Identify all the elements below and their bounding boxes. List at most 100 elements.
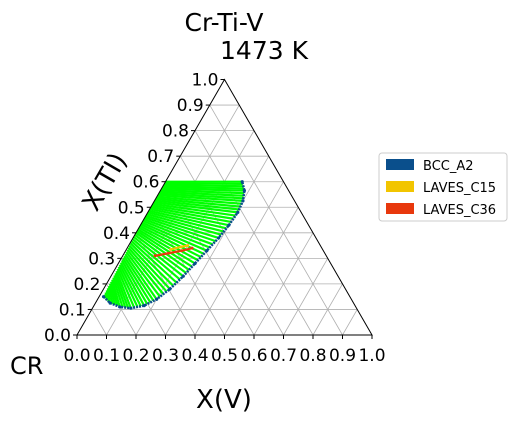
bcc-a2-point [242,189,247,193]
tie-line [162,185,244,190]
grid-line [165,155,270,336]
x-axis-label: X(V) [196,385,252,415]
legend-swatch-bcc-a2 [386,159,414,170]
tie-line [143,218,214,246]
bcc-a2-point [155,297,159,301]
tie-line [159,190,244,197]
tie-line [135,231,190,271]
laves-c36-point [180,249,184,253]
bcc-a2-point [227,223,231,227]
tie-line [129,242,175,287]
tie-line [148,209,227,230]
tie-line [112,277,124,308]
x-tick-label: 0.1 [93,346,120,366]
tie-line [144,216,216,243]
tie-line [116,268,136,308]
chart-subtitle: 1473 K [220,36,309,65]
bcc-a2-boundary [102,181,246,310]
tie-line [117,266,139,308]
tie-line [141,221,208,252]
tie-line [154,199,240,211]
tie-line [126,249,165,295]
x-tick-label: 0.7 [270,346,297,366]
legend-label-bcc-a2: BCC_A2 [423,159,474,174]
tie-line [153,201,238,214]
tie-line [139,225,202,259]
bcc-a2-point [142,304,146,308]
bcc-a2-point [108,301,112,305]
grid-line [91,309,107,336]
laves-c36-point [153,254,157,258]
tie-line [163,184,244,188]
grid-line [342,309,358,336]
y-tick-label: 0.3 [88,249,115,269]
tie-line [119,262,146,307]
tie-line [138,226,199,262]
y-tick-label: 0.6 [132,173,159,193]
x-tick-label: 0.6 [240,346,267,366]
x-axis-ticks: 0.0 0.1 0.2 0.3 0.4 0.5 0.6 0.7 0.8 0.9 1.0 [63,335,386,366]
corner-label-cr: CR [10,352,43,380]
legend: BCC_A2 LAVES_C15 LAVES_C36 [378,152,508,222]
legend-swatch-laves-c15 [386,181,414,192]
bcc-a2-point [168,287,172,291]
tie-line [124,253,158,300]
tie-line [160,189,245,195]
tie-line [120,259,149,305]
y-tick-label: 0.8 [162,122,189,142]
tie-line [142,219,211,249]
x-tick-label: 0.9 [329,346,356,366]
bcc-a2-point [236,210,240,214]
tie-line [161,187,245,192]
bcc-a2-point [241,199,245,203]
tie-line [158,192,244,200]
tie-line [133,236,184,278]
laves-c36-point [190,246,194,250]
y-tick-label: 0.4 [103,224,130,244]
laves-c15-point [179,245,183,249]
tie-line [130,240,178,284]
y-tick-label: 1.0 [191,71,218,91]
tie-line [150,206,232,224]
chart-title: Cr-Ti-V [185,8,264,37]
bcc-a2-point [240,180,244,184]
grid-line [194,130,314,336]
bcc-a2-point [217,236,221,240]
legend-swatch-laves-c36 [386,203,414,214]
tie-line [146,213,222,236]
tie-line [105,290,110,302]
bcc-a2-point [129,306,133,310]
tie-line [155,197,241,208]
tie-line [127,246,168,293]
tie-lines [103,180,245,309]
tie-line [123,255,155,302]
laves-c15-point [186,244,190,248]
bcc-a2-point [193,261,197,266]
legend-label-laves-c36: LAVES_C36 [423,203,496,218]
x-tick-label: 0.3 [152,346,179,366]
tie-line [115,270,132,309]
y-tick-label: 0.0 [44,326,71,346]
tie-line [151,204,234,220]
phase-curves [101,180,247,310]
grid-line [209,104,343,336]
tie-line [157,194,244,202]
tie-line [106,287,112,304]
tie-line [152,202,236,217]
bcc-a2-point [101,295,106,299]
x-tick-label: 0.2 [122,346,149,366]
tie-line [164,182,243,186]
tie-line [110,281,119,307]
tie-line [118,264,142,307]
bcc-a2-point [118,305,122,309]
laves-c36-line [154,247,193,257]
legend-label-laves-c15: LAVES_C15 [423,181,496,196]
bcc-a2-point [205,249,209,253]
tie-line [156,195,242,205]
tie-line [132,238,181,281]
tie-line [137,228,196,265]
y-tick-label: 0.5 [118,198,145,218]
bcc-a2-point [181,274,185,278]
tie-line [111,279,121,308]
y-tick-label: 0.7 [147,147,174,167]
